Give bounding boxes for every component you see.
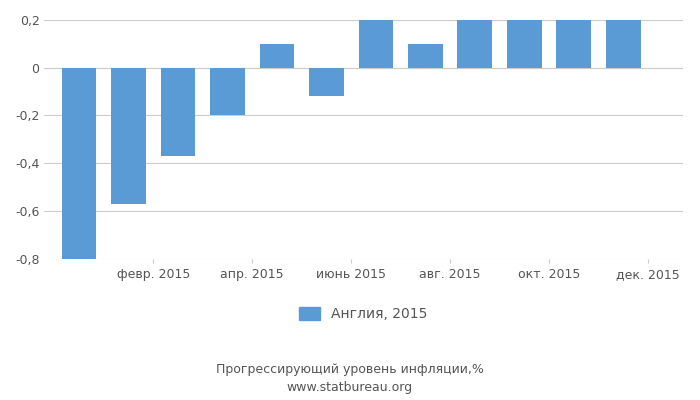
Bar [507,20,542,68]
Bar [606,20,641,68]
Text: www.statbureau.org: www.statbureau.org [287,382,413,394]
Text: Прогрессирующий уровень инфляции,%: Прогрессирующий уровень инфляции,% [216,364,484,376]
Bar [309,68,344,96]
Bar [358,20,393,68]
Legend: Англия, 2015: Англия, 2015 [294,302,433,327]
Bar [111,68,146,204]
Bar [556,20,591,68]
Bar [62,68,97,259]
Bar [160,68,195,156]
Bar [408,44,442,68]
Bar [260,44,294,68]
Bar [210,68,245,116]
Bar [458,20,492,68]
